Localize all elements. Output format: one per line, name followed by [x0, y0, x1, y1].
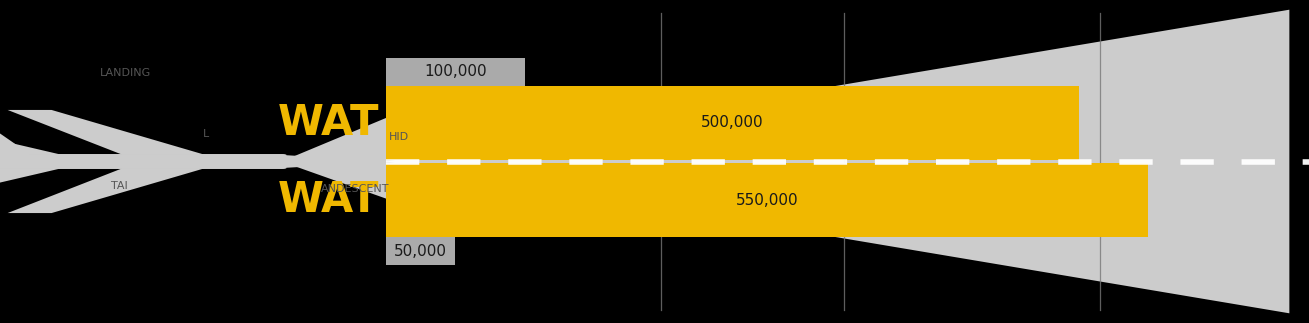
Polygon shape [0, 123, 41, 162]
Text: L: L [203, 129, 209, 139]
Polygon shape [0, 168, 63, 186]
Text: LANDING: LANDING [99, 68, 151, 78]
Polygon shape [8, 168, 206, 213]
FancyBboxPatch shape [0, 154, 287, 169]
Polygon shape [8, 110, 206, 155]
Text: 500,000: 500,000 [702, 115, 763, 130]
Text: ANDESCENT: ANDESCENT [321, 184, 389, 194]
Text: 50,000: 50,000 [394, 244, 448, 259]
Polygon shape [283, 155, 393, 168]
Text: WAT: WAT [278, 179, 380, 221]
Text: WAT: WAT [278, 102, 380, 144]
Bar [386, 86, 1079, 160]
Polygon shape [0, 137, 63, 155]
Text: HID: HID [389, 132, 408, 142]
Text: 550,000: 550,000 [736, 193, 798, 208]
Text: 100,000: 100,000 [424, 64, 487, 79]
Bar [386, 237, 456, 265]
Bar [386, 58, 525, 86]
Polygon shape [281, 118, 386, 199]
Polygon shape [386, 10, 1289, 313]
Text: TAI: TAI [111, 181, 128, 191]
Bar [386, 163, 1148, 237]
